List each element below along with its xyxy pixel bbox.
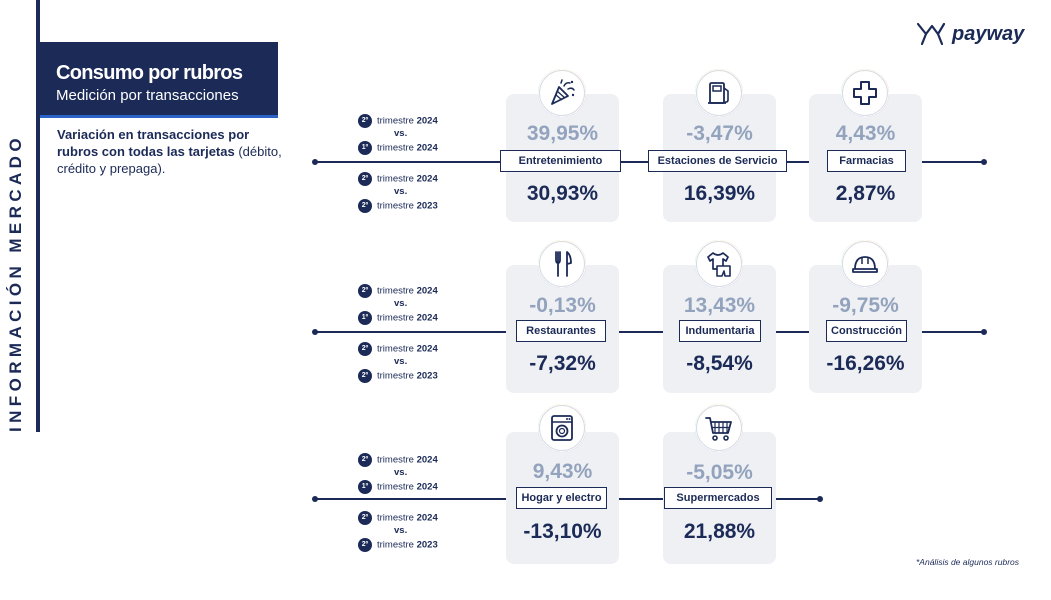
- row-2-start-dot: [312, 329, 318, 335]
- row-3-end-dot: [817, 496, 823, 502]
- washing-machine-icon: [551, 415, 573, 441]
- description: Variación en transacciones por rubros co…: [57, 127, 282, 176]
- pharmacy-cross-icon: [853, 81, 877, 105]
- construccion-value-year: -16,26%: [826, 352, 905, 375]
- farmacias-label: Farmacias: [827, 150, 906, 172]
- entretenimiento-value-year: 30,93%: [526, 182, 599, 205]
- side-accent-bar: [36, 0, 40, 432]
- row-1-start-dot: [312, 159, 318, 165]
- farmacias-value-year: 2,87%: [835, 182, 896, 205]
- indumentaria-value-year: -8,54%: [686, 352, 753, 375]
- brand-wordmark: payway: [952, 23, 1025, 45]
- supermercados-value-year: 21,88%: [683, 520, 756, 543]
- hogar-value-quarter: 9,43%: [532, 460, 593, 483]
- row-2-line: [315, 331, 984, 333]
- fork-knife-icon: [555, 251, 572, 277]
- indumentaria-value-quarter: 13,43%: [683, 294, 756, 317]
- row-3-start-dot: [312, 496, 318, 502]
- shopping-cart-icon: [705, 417, 732, 441]
- estaciones-value-year: 16,39%: [683, 182, 756, 205]
- party-popper-icon: [551, 79, 575, 105]
- hogar-label: Hogar y electro: [516, 487, 607, 509]
- footnote: *Análisis de algunos rubros: [916, 557, 1020, 567]
- hogar-value-year: -13,10%: [523, 520, 602, 543]
- farmacias-value-quarter: 4,43%: [835, 122, 896, 145]
- entretenimiento-label: Entretenimiento: [500, 150, 621, 172]
- payway-logo-icon: [916, 22, 946, 46]
- page-subtitle: Medición por transacciones: [56, 87, 239, 104]
- estaciones-label: Estaciones de Servicio: [648, 150, 787, 172]
- construccion-label: Construcción: [826, 320, 907, 342]
- supermercados-value-quarter: -5,05%: [686, 461, 753, 484]
- row-2-end-dot: [981, 329, 987, 335]
- estaciones-value-quarter: -3,47%: [686, 122, 753, 145]
- entretenimiento-value-quarter: 39,95%: [526, 122, 599, 145]
- restaurantes-value-quarter: -0,13%: [529, 294, 596, 317]
- hard-hat-icon: [852, 256, 878, 273]
- header-box: Consumo por rubros Medición por transacc…: [40, 42, 278, 118]
- restaurantes-label: Restaurantes: [516, 320, 606, 342]
- indumentaria-label: Indumentaria: [679, 320, 761, 342]
- supermercados-label: Supermercados: [664, 487, 772, 509]
- brand-logo: payway: [916, 20, 1028, 50]
- restaurantes-value-year: -7,32%: [529, 352, 596, 375]
- clothing-icon: [707, 252, 731, 277]
- fuel-pump-icon: [708, 82, 729, 104]
- construccion-value-quarter: -9,75%: [832, 294, 899, 317]
- row-1-end-dot: [981, 159, 987, 165]
- page-title: Consumo por rubros: [56, 62, 243, 84]
